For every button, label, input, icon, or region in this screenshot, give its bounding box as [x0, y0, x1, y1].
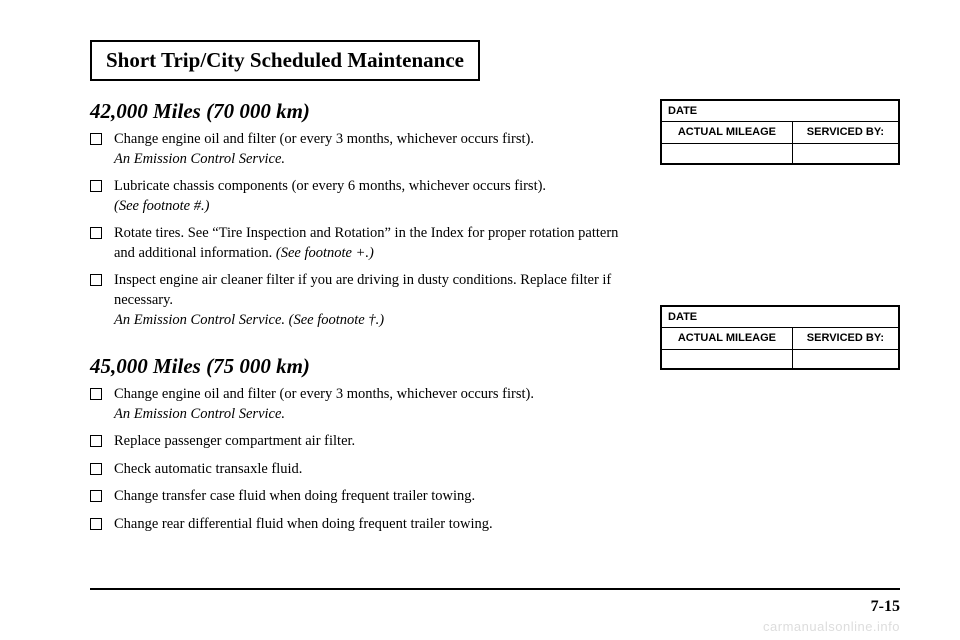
- item-text: Change transfer case fluid when doing fr…: [114, 488, 475, 504]
- content-columns: 42,000 Miles (70 000 km) Change engine o…: [90, 99, 900, 558]
- item-note: (See footnote #.): [114, 198, 209, 214]
- serviced-cell[interactable]: [792, 144, 899, 164]
- footer-rule: [90, 588, 900, 590]
- checklist-item: Change engine oil and filter (or every 3…: [90, 130, 630, 169]
- page-title: Short Trip/City Scheduled Maintenance: [106, 48, 464, 72]
- table-row: ACTUAL MILEAGE SERVICED BY:: [661, 327, 899, 349]
- item-note: An Emission Control Service.: [114, 151, 285, 167]
- checklist-item: Change engine oil and filter (or every 3…: [90, 385, 630, 424]
- item-text: Check automatic transaxle fluid.: [114, 461, 302, 477]
- item-text: Inspect engine air cleaner filter if you…: [114, 272, 611, 308]
- mileage-cell[interactable]: [661, 144, 792, 164]
- page-number: 7-15: [871, 598, 900, 616]
- service-record-table: DATE ACTUAL MILEAGE SERVICED BY:: [660, 305, 900, 371]
- mileage-header: ACTUAL MILEAGE: [661, 327, 792, 349]
- mileage-header: ACTUAL MILEAGE: [661, 122, 792, 144]
- checklist-item: Rotate tires. See “Tire Inspection and R…: [90, 224, 630, 263]
- mileage-cell[interactable]: [661, 349, 792, 369]
- left-column: 42,000 Miles (70 000 km) Change engine o…: [90, 99, 630, 558]
- serviced-header: SERVICED BY:: [792, 122, 899, 144]
- section-heading: 45,000 Miles (75 000 km): [90, 354, 630, 379]
- serviced-cell[interactable]: [792, 349, 899, 369]
- item-text: Replace passenger compartment air filter…: [114, 433, 355, 449]
- checklist-item: Lubricate chassis components (or every 6…: [90, 177, 630, 216]
- table-row: ACTUAL MILEAGE SERVICED BY:: [661, 122, 899, 144]
- item-note: An Emission Control Service.: [114, 406, 285, 422]
- table-row: DATE: [661, 100, 899, 122]
- service-record-table: DATE ACTUAL MILEAGE SERVICED BY:: [660, 99, 900, 165]
- item-text: Change rear differential fluid when doin…: [114, 516, 493, 532]
- item-note: (See footnote +.): [276, 245, 374, 261]
- checklist: Change engine oil and filter (or every 3…: [90, 385, 630, 534]
- section-heading: 42,000 Miles (70 000 km): [90, 99, 630, 124]
- item-text: Change engine oil and filter (or every 3…: [114, 386, 534, 402]
- watermark: carmanualsonline.info: [763, 619, 900, 634]
- checklist-item: Change transfer case fluid when doing fr…: [90, 487, 630, 507]
- table-row: DATE: [661, 306, 899, 328]
- table-row: [661, 349, 899, 369]
- serviced-header: SERVICED BY:: [792, 327, 899, 349]
- date-header: DATE: [661, 306, 899, 328]
- item-text: Change engine oil and filter (or every 3…: [114, 131, 534, 147]
- checklist-item: Inspect engine air cleaner filter if you…: [90, 271, 630, 330]
- item-text: Lubricate chassis components (or every 6…: [114, 178, 546, 194]
- page-title-box: Short Trip/City Scheduled Maintenance: [90, 40, 480, 81]
- checklist-item: Check automatic transaxle fluid.: [90, 460, 630, 480]
- table-row: [661, 144, 899, 164]
- checklist-item: Change rear differential fluid when doin…: [90, 515, 630, 535]
- checklist-item: Replace passenger compartment air filter…: [90, 432, 630, 452]
- section-45000: 45,000 Miles (75 000 km) Change engine o…: [90, 354, 630, 534]
- section-42000: 42,000 Miles (70 000 km) Change engine o…: [90, 99, 630, 330]
- date-header: DATE: [661, 100, 899, 122]
- checklist: Change engine oil and filter (or every 3…: [90, 130, 630, 330]
- right-column: DATE ACTUAL MILEAGE SERVICED BY: DATE AC…: [660, 99, 900, 558]
- item-note: An Emission Control Service. (See footno…: [114, 312, 384, 328]
